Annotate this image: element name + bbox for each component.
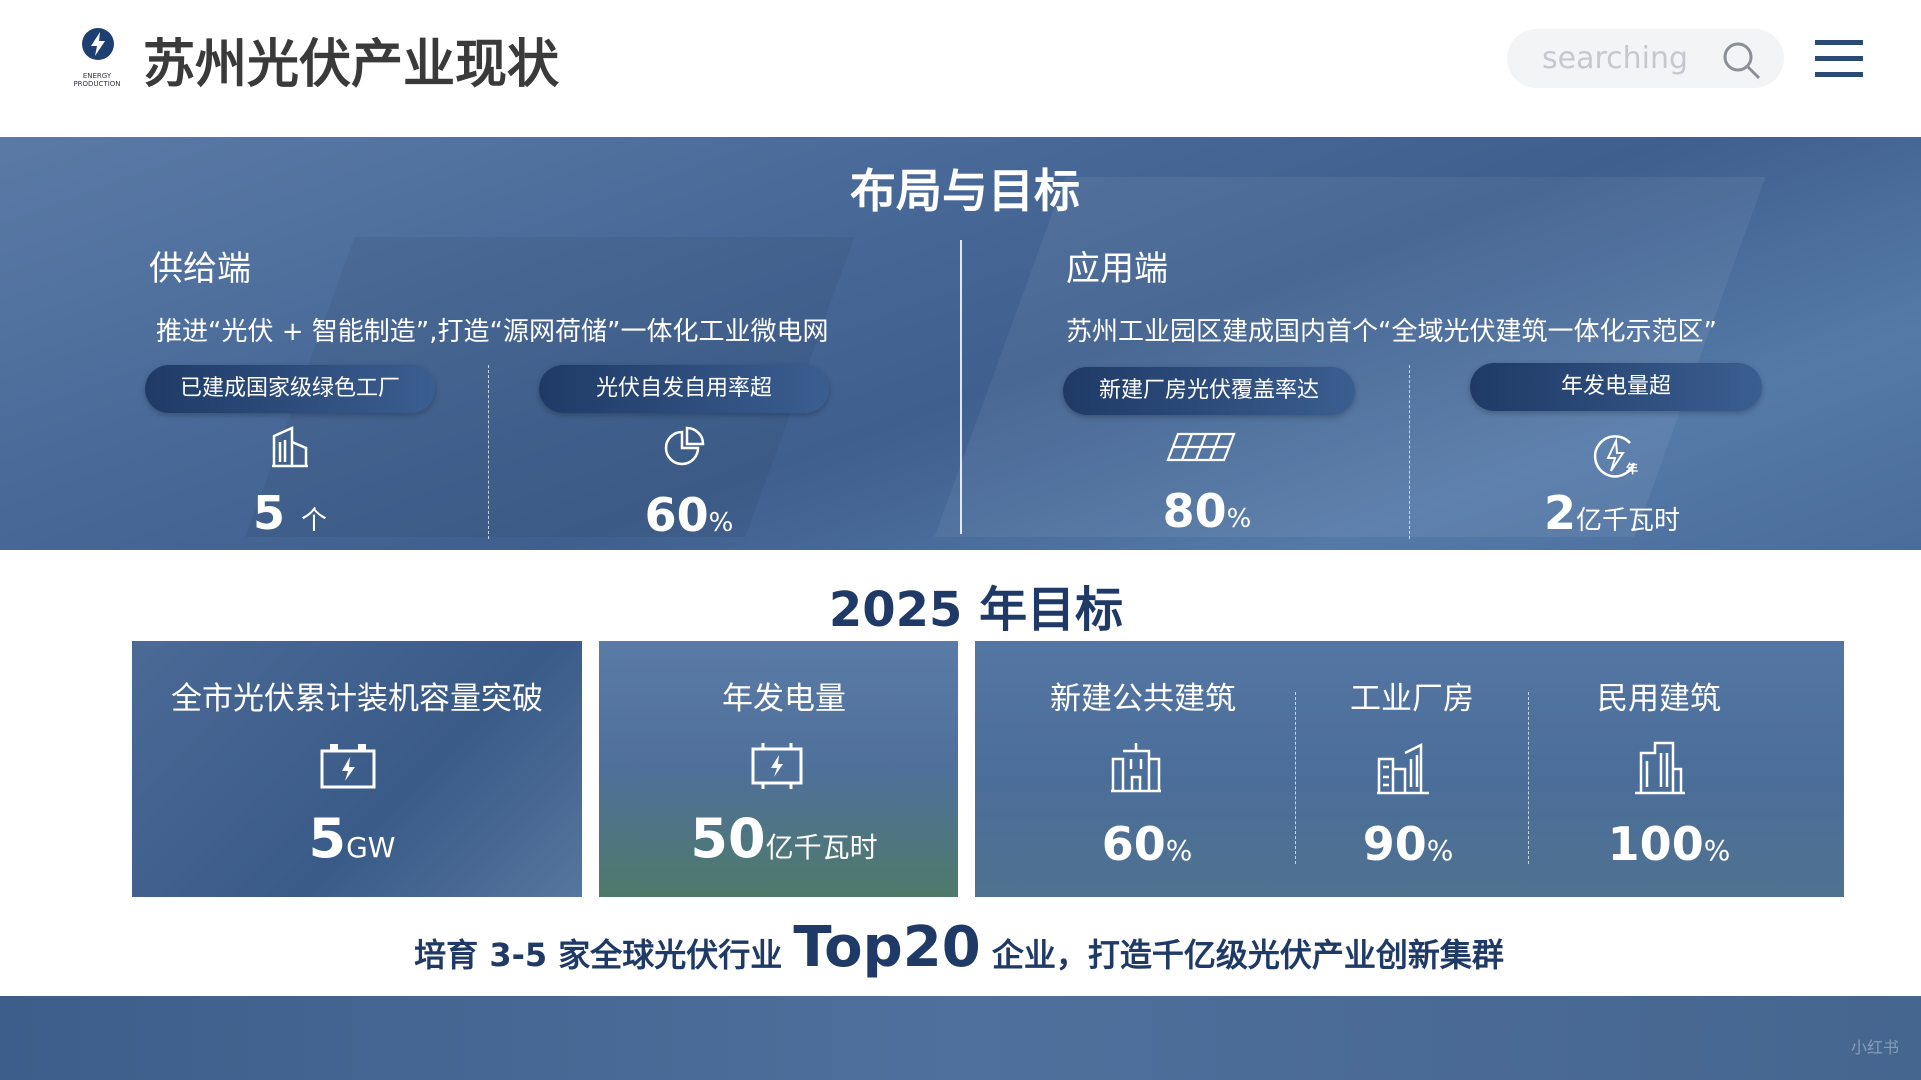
value-unit: % — [1703, 834, 1731, 867]
goal-card: 全市光伏累计装机容量突破 5GW — [132, 641, 582, 897]
item-label: 新建厂房光伏覆盖率达 — [1063, 367, 1355, 415]
summary-highlight: Top20 — [793, 915, 981, 980]
goal-card: 年发电量 50亿千瓦时 — [599, 641, 958, 897]
pie-icon — [664, 426, 705, 466]
value-number: 5 — [308, 807, 347, 870]
card-label: 全市光伏累计装机容量突破 — [171, 681, 543, 717]
ratio-divider — [1528, 692, 1529, 864]
value-number: 100 — [1607, 817, 1704, 871]
search-box[interactable]: searching — [1507, 29, 1784, 88]
value-unit: GW — [346, 831, 396, 864]
item-label: 光伏自发自用率超 — [539, 365, 829, 413]
column-divider — [960, 240, 962, 534]
value-number: 90 — [1362, 817, 1427, 871]
section-title: 布局与目标 — [850, 164, 1080, 218]
generator-icon — [751, 743, 803, 789]
item-divider — [488, 365, 489, 539]
logo-line: PRODUCTION — [73, 80, 121, 88]
value-number: 60 — [644, 488, 709, 542]
item-value: 80% — [1163, 484, 1252, 538]
value-number: 5 — [252, 486, 285, 540]
value-number: 2 — [1543, 486, 1576, 540]
column-description: 推进“光伏 + 智能制造”,打造“源网荷储”一体化工业微电网 — [156, 317, 829, 347]
panel-icon — [1166, 432, 1236, 462]
item-label: 年发电量超 — [1470, 363, 1762, 411]
value-unit: % — [1226, 504, 1252, 534]
logo-text: ENERGY PRODUCTION — [73, 72, 120, 88]
public-building-icon — [1111, 743, 1161, 793]
value-unit: % — [1426, 834, 1454, 867]
logo-line: ENERGY — [82, 72, 112, 80]
column-description: 苏州工业园区建成国内首个“全域光伏建筑一体化示范区” — [1066, 317, 1717, 347]
summary-text: 企业，打造千亿级光伏产业创新集群 — [991, 936, 1504, 974]
footer-band: 小红书 — [0, 996, 1921, 1080]
item-label: 已建成国家级绿色工厂 — [145, 365, 435, 413]
item-value: 5 个 — [253, 486, 327, 540]
ratio-card: 新建公共建筑 工业厂房 民用建筑 60% 90% 100% — [975, 641, 1844, 897]
industry-icon — [1377, 742, 1429, 795]
value-number: 80 — [1162, 484, 1227, 538]
item-value: 2亿千瓦时 — [1544, 486, 1680, 540]
header: ENERGY PRODUCTION 苏州光伏产业现状 searching — [0, 0, 1921, 137]
ratio-label: 工业厂房 — [1350, 681, 1474, 717]
card-value: 50亿千瓦时 — [690, 807, 877, 870]
value-unit: % — [708, 508, 734, 538]
value-unit: 亿千瓦时 — [765, 831, 878, 864]
value-number: 50 — [690, 807, 766, 870]
summary: 培育 3-5 家全球光伏行业 Top20 企业，打造千亿级光伏产业创新集群 — [414, 918, 1504, 985]
value-unit: % — [1165, 834, 1193, 867]
card-label: 年发电量 — [722, 681, 846, 717]
summary-text: 培育 3-5 家全球光伏行业 — [414, 936, 783, 974]
svg-text:年: 年 — [1626, 461, 1638, 476]
search-placeholder: searching — [1542, 41, 1689, 76]
ratio-value: 60% — [1102, 817, 1193, 871]
ratio-divider — [1295, 692, 1296, 864]
logo-icon — [82, 28, 114, 60]
menu-icon[interactable] — [1815, 38, 1863, 78]
battery-icon — [320, 744, 376, 789]
card-value: 5GW — [309, 807, 396, 870]
ratio-label: 新建公共建筑 — [1050, 681, 1236, 717]
ratio-value: 100% — [1608, 817, 1731, 871]
value-unit: 亿千瓦时 — [1576, 506, 1681, 536]
ratio-value: 90% — [1363, 817, 1454, 871]
residential-icon — [1635, 741, 1685, 795]
value-unit: 个 — [301, 506, 328, 536]
energy-icon: 年 — [1593, 435, 1638, 478]
item-divider — [1409, 365, 1410, 539]
factory-icon — [272, 426, 308, 468]
search-icon[interactable] — [1722, 41, 1762, 81]
section-title: 2025 年目标 — [828, 582, 1124, 638]
value-number: 60 — [1101, 817, 1166, 871]
page-title: 苏州光伏产业现状 — [143, 35, 560, 95]
column-heading: 供给端 — [149, 249, 251, 289]
column-heading: 应用端 — [1066, 249, 1168, 289]
watermark: 小红书 — [1850, 1038, 1899, 1057]
item-value: 60% — [645, 488, 734, 542]
ratio-label: 民用建筑 — [1597, 681, 1721, 717]
